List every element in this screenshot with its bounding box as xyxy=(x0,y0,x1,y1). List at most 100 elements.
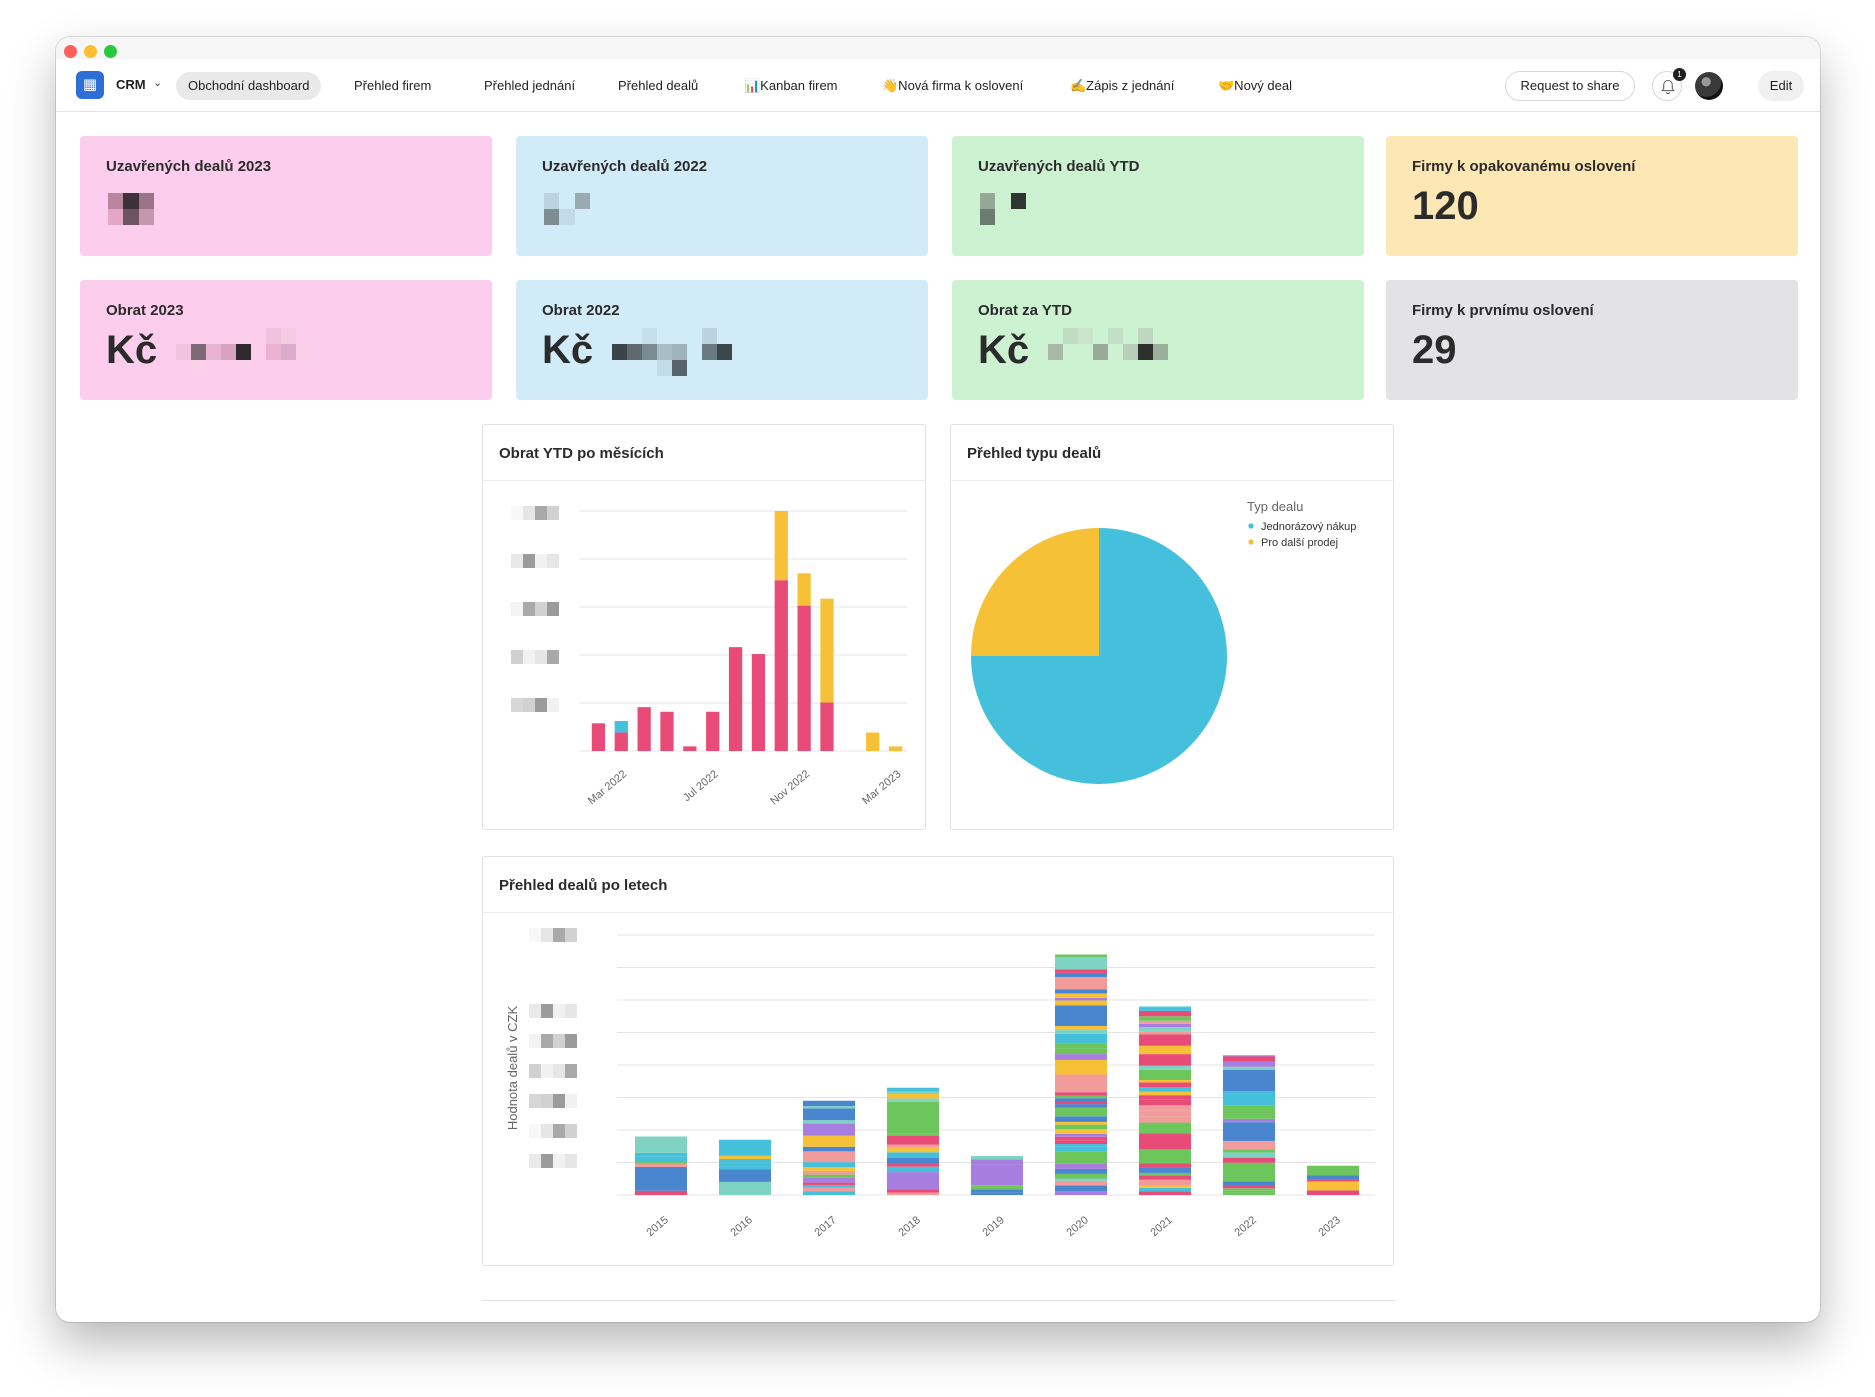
bar-segment xyxy=(1054,1029,1108,1034)
card-closed-deals-2023[interactable]: Uzavřených dealů 2023 xyxy=(80,136,492,256)
bar-segment xyxy=(1138,1175,1192,1180)
bar-segment xyxy=(634,1190,688,1195)
tab-prehled-dealu[interactable]: Přehled dealů xyxy=(618,78,699,93)
bar-segment xyxy=(660,711,674,751)
bar-segment xyxy=(886,1087,940,1092)
redacted-tick-label xyxy=(523,554,535,568)
edit-button[interactable]: Edit xyxy=(1758,71,1804,101)
bar-segment xyxy=(1054,954,1108,958)
x-tick-label: Jul 2022 xyxy=(681,768,721,804)
bar-segment xyxy=(970,1189,1024,1193)
card-revenue-2023[interactable]: Obrat 2023 Kč xyxy=(80,280,492,400)
avatar[interactable] xyxy=(1695,72,1723,100)
card-revenue-2022[interactable]: Obrat 2022 Kč xyxy=(516,280,928,400)
bar-segment xyxy=(1138,1020,1192,1024)
redacted-tick-label xyxy=(553,1004,565,1018)
bar-segment xyxy=(1054,976,1108,990)
bar-segment xyxy=(886,1098,940,1102)
redacted-tick-label xyxy=(541,1064,553,1078)
maximize-window-button[interactable] xyxy=(104,45,117,58)
bar-segment xyxy=(683,746,697,751)
bar-segment xyxy=(706,711,720,751)
bar-segment xyxy=(886,1101,940,1120)
bar-segment xyxy=(1222,1118,1276,1123)
redacted-tick-label xyxy=(511,554,523,568)
redacted-value xyxy=(612,328,802,381)
tab-zapis-z-jednani[interactable]: ✍️Zápis z jednání xyxy=(1070,78,1175,93)
bar-segment xyxy=(886,1150,940,1153)
bar-segment xyxy=(802,1162,856,1168)
bar-segment xyxy=(1054,1092,1108,1096)
card-title: Uzavřených dealů 2022 xyxy=(542,158,708,175)
bar-segment xyxy=(888,746,903,751)
card-closed-deals-ytd[interactable]: Uzavřených dealů YTD xyxy=(952,136,1364,256)
redacted-tick-label xyxy=(565,1004,577,1018)
legend-entry: Jednorázový nákup xyxy=(1261,521,1356,533)
bar-segment xyxy=(1306,1175,1360,1180)
bar-segment xyxy=(1138,1054,1192,1066)
redacted-tick-label xyxy=(529,1034,541,1048)
bar-segment xyxy=(1138,1006,1192,1008)
bar-segment xyxy=(802,1167,856,1171)
redacted-tick-label xyxy=(553,1034,565,1048)
bar-segment xyxy=(1054,1129,1108,1134)
tab-prehled-jednani[interactable]: Přehled jednání xyxy=(484,78,576,93)
board-icon[interactable]: ▦ xyxy=(76,71,104,99)
redacted-tick-label xyxy=(553,1094,565,1108)
bar-segment xyxy=(1222,1056,1276,1062)
tab-obchodni-dashboard[interactable]: Obchodní dashboard xyxy=(176,72,322,100)
bar-segment xyxy=(1138,1163,1192,1168)
bar-segment xyxy=(1138,1133,1192,1150)
redacted-tick-label xyxy=(547,506,559,520)
redacted-tick-label xyxy=(511,698,523,712)
card-closed-deals-2022[interactable]: Uzavřených dealů 2022 xyxy=(516,136,928,256)
bar-segment xyxy=(1054,1043,1108,1049)
tab-nova-firma[interactable]: 👋Nová firma k oslovení xyxy=(882,78,1024,93)
bar-segment xyxy=(1054,1057,1108,1060)
bell-icon xyxy=(1661,79,1675,95)
bar-segment xyxy=(1054,1048,1108,1055)
chevron-down-icon[interactable]: ⌄ xyxy=(153,77,163,89)
bar-segment xyxy=(1138,1087,1192,1092)
app-switcher-label[interactable]: CRM xyxy=(116,77,146,92)
bar-segment xyxy=(718,1169,772,1182)
bar-segment xyxy=(1222,1190,1276,1193)
bar-segment xyxy=(802,1146,856,1152)
bar-segment xyxy=(1222,1069,1276,1092)
card-revenue-ytd[interactable]: Obrat za YTD Kč xyxy=(952,280,1364,400)
tab-kanban-firem[interactable]: 📊Kanban firem xyxy=(744,78,838,93)
tab-novy-deal[interactable]: 🤝Nový deal xyxy=(1218,78,1292,93)
bar-segment xyxy=(1138,1091,1192,1096)
card-value: Kč xyxy=(978,328,1030,372)
redacted-tick-label xyxy=(553,928,565,942)
bar-segment xyxy=(886,1091,940,1094)
bar-segment xyxy=(1138,1169,1192,1173)
redacted-tick-label xyxy=(535,554,547,568)
x-tick-label: 2022 xyxy=(1232,1214,1258,1239)
bar-segment xyxy=(886,1093,940,1099)
x-tick-label: 2018 xyxy=(896,1214,922,1239)
bar-segment xyxy=(802,1157,856,1163)
legend-swatch xyxy=(1248,523,1254,529)
request-to-share-button[interactable]: Request to share xyxy=(1505,71,1635,101)
minimize-window-button[interactable] xyxy=(84,45,97,58)
deal-types-panel: Přehled typu dealů Typ dealu Jednorázový … xyxy=(950,424,1394,830)
close-window-button[interactable] xyxy=(64,45,77,58)
notifications-button[interactable] xyxy=(1652,71,1682,101)
pie-slice xyxy=(971,528,1099,656)
bar-segment xyxy=(1222,1181,1276,1186)
bar-segment xyxy=(1054,993,1108,998)
card-first-contact-companies[interactable]: Firmy k prvnímu oslovení 29 xyxy=(1386,280,1798,400)
redacted-tick-label xyxy=(535,650,547,664)
bar-segment xyxy=(1222,1061,1276,1067)
card-repeat-contact-companies[interactable]: Firmy k opakovanému oslovení 120 xyxy=(1386,136,1798,256)
tab-prehled-firem[interactable]: Přehled firem xyxy=(354,78,432,93)
bar-segment xyxy=(1222,1152,1276,1158)
bar-segment xyxy=(866,732,880,751)
bar-segment xyxy=(1222,1055,1276,1057)
bar-segment xyxy=(1138,1031,1192,1035)
bar-segment xyxy=(1222,1066,1276,1070)
notification-count-badge: 1 xyxy=(1673,68,1686,81)
bar-segment xyxy=(591,723,606,751)
redacted-tick-label xyxy=(523,698,535,712)
